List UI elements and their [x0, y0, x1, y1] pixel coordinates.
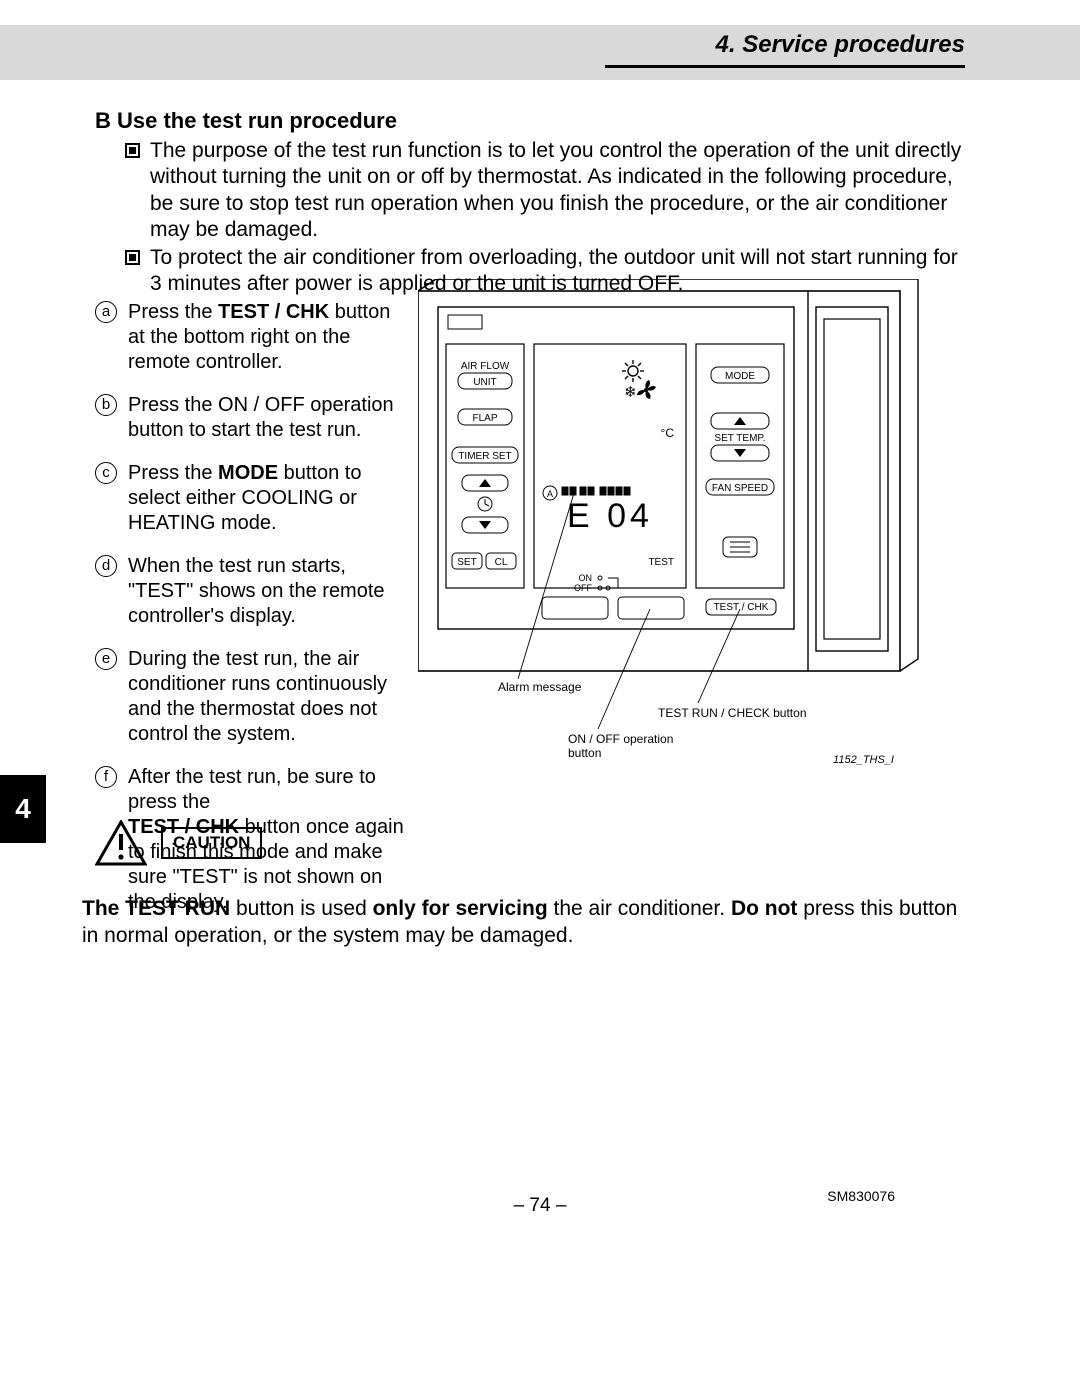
step-letter: a [95, 301, 117, 323]
onoff-annotation-l1: ON / OFF operation [568, 732, 673, 746]
step-letter: f [95, 766, 117, 788]
step-text: Press the ON / OFF operation button to s… [128, 394, 394, 441]
step-a: a Press the TEST / CHK button at the bot… [95, 300, 405, 375]
step-letter: e [95, 648, 117, 670]
chapter-title: 4. Service procedures [716, 31, 965, 59]
caution-paragraph: The TEST RUN button is used only for ser… [82, 895, 970, 950]
step-text: Press the TEST / CHK button at the botto… [128, 301, 390, 373]
airflow-label: AIR FLOW [461, 361, 510, 372]
page-header: 4. Service procedures [0, 25, 1080, 80]
alarm-annotation: Alarm message [498, 680, 582, 694]
step-letter: c [95, 462, 117, 484]
testrun-annotation: TEST RUN / CHECK button [658, 706, 807, 720]
timerset-button-label: TIMER SET [458, 451, 511, 462]
intro-paragraph-1: The purpose of the test run function is … [150, 138, 970, 243]
step-c: c Press the MODE button to select either… [95, 461, 405, 536]
diagram-id: 1152_THS_I [833, 754, 894, 766]
caution-icon [95, 820, 147, 866]
section-heading: B Use the test run procedure [95, 108, 397, 134]
onoff-annotation-l2: button [568, 746, 601, 760]
cl-button-label: CL [495, 557, 508, 568]
caution-label: CAUTION [161, 827, 262, 859]
step-letter: d [95, 555, 117, 577]
unit-button-label: UNIT [473, 377, 496, 388]
mode-button-label: MODE [725, 371, 755, 382]
fanspeed-button-label: FAN SPEED [712, 483, 768, 494]
doc-number: SM830076 [827, 1188, 895, 1204]
page-number: – 74 – [0, 1195, 1080, 1217]
set-button-label: SET [457, 557, 476, 568]
step-e: e During the test run, the air condition… [95, 647, 405, 747]
bullet-icon [125, 250, 140, 265]
display-test-label: TEST [648, 557, 674, 568]
remote-controller-diagram: AIR FLOW UNIT FLAP TIMER SET SET CL MODE… [418, 279, 973, 769]
flap-button-label: FLAP [472, 413, 497, 424]
snowflake-icon: ❄ [624, 384, 637, 401]
step-text: Press the MODE button to select either C… [128, 462, 361, 534]
off-label: OFF [574, 583, 592, 593]
settemp-label: SET TEMP. [714, 433, 765, 444]
testchk-button-label: TEST / CHK [714, 602, 769, 613]
on-label: ON [579, 573, 593, 583]
step-d: d When the test run starts, "TEST" shows… [95, 554, 405, 629]
step-text: When the test run starts, "TEST" shows o… [128, 555, 385, 627]
degc-label: °C [661, 426, 675, 440]
step-letter: b [95, 394, 117, 416]
step-b: b Press the ON / OFF operation button to… [95, 393, 405, 443]
chapter-underline [605, 65, 965, 68]
caution-row: CAUTION [95, 820, 262, 866]
chapter-tab: 4 [0, 775, 46, 843]
step-text: During the test run, the air conditioner… [128, 648, 387, 745]
bullet-icon [125, 143, 140, 158]
svg-text:A: A [547, 489, 553, 499]
display-segment: E 04 [567, 497, 653, 535]
